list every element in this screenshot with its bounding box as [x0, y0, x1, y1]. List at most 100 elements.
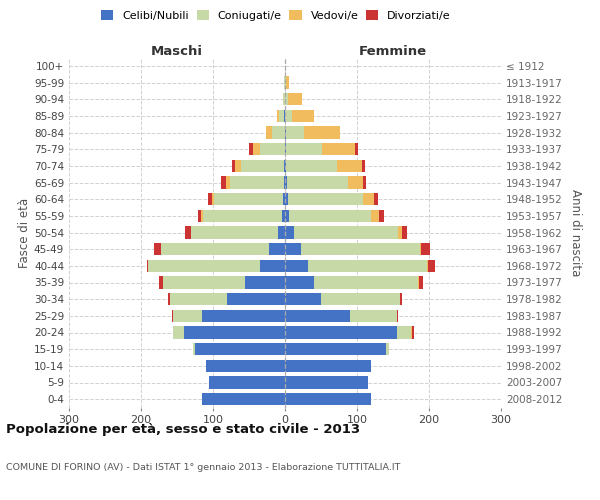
Bar [285, 93, 288, 106]
Text: Popolazione per età, sesso e stato civile - 2013: Popolazione per età, sesso e stato civil… [6, 422, 360, 436]
Bar [245, 276, 285, 289]
Bar [161, 243, 269, 256]
Bar [314, 276, 418, 289]
Bar [363, 176, 367, 189]
Bar [282, 210, 285, 222]
Text: Maschi: Maschi [151, 44, 203, 58]
Y-axis label: Anni di nascita: Anni di nascita [569, 189, 582, 276]
Bar [286, 160, 337, 172]
Bar [185, 226, 191, 239]
Bar [212, 193, 214, 205]
Bar [163, 276, 245, 289]
Bar [337, 160, 362, 172]
Bar [364, 193, 374, 205]
Bar [195, 343, 285, 355]
Text: Femmine: Femmine [359, 44, 427, 58]
Bar [292, 110, 314, 122]
Bar [293, 226, 398, 239]
Bar [269, 243, 285, 256]
Bar [379, 210, 385, 222]
Bar [266, 126, 272, 139]
Y-axis label: Fasce di età: Fasce di età [18, 198, 31, 268]
Bar [371, 210, 379, 222]
Bar [285, 393, 371, 406]
Bar [285, 76, 286, 89]
Bar [285, 143, 286, 156]
Bar [421, 243, 430, 256]
Bar [285, 243, 301, 256]
Bar [232, 160, 235, 172]
Bar [202, 210, 203, 222]
Bar [285, 226, 293, 239]
Bar [401, 226, 407, 239]
Bar [191, 226, 278, 239]
Bar [206, 360, 285, 372]
Bar [284, 76, 285, 89]
Bar [285, 126, 286, 139]
Legend: Celibi/Nubili, Coniugati/e, Vedovi/e, Divorziati/e: Celibi/Nubili, Coniugati/e, Vedovi/e, Di… [97, 6, 455, 25]
Bar [286, 143, 322, 156]
Bar [203, 210, 282, 222]
Bar [278, 110, 284, 122]
Text: COMUNE DI FORINO (AV) - Dati ISTAT 1° gennaio 2013 - Elaborazione TUTTITALIA.IT: COMUNE DI FORINO (AV) - Dati ISTAT 1° ge… [6, 462, 400, 471]
Bar [285, 360, 371, 372]
Bar [286, 126, 304, 139]
Bar [355, 143, 358, 156]
Bar [288, 193, 364, 205]
Bar [184, 326, 285, 339]
Bar [386, 343, 389, 355]
Bar [418, 276, 419, 289]
Bar [193, 343, 195, 355]
Bar [349, 176, 363, 189]
Bar [173, 326, 184, 339]
Bar [172, 310, 173, 322]
Bar [285, 160, 286, 172]
Bar [285, 343, 386, 355]
Bar [285, 276, 314, 289]
Bar [374, 193, 378, 205]
Bar [148, 260, 260, 272]
Bar [209, 376, 285, 389]
Bar [288, 93, 302, 106]
Bar [285, 193, 288, 205]
Bar [227, 293, 285, 306]
Bar [285, 176, 287, 189]
Bar [260, 260, 285, 272]
Bar [284, 110, 285, 122]
Bar [398, 226, 401, 239]
Bar [214, 193, 283, 205]
Bar [284, 160, 285, 172]
Bar [419, 276, 422, 289]
Bar [350, 310, 397, 322]
Bar [285, 376, 368, 389]
Bar [428, 260, 436, 272]
Bar [173, 310, 202, 322]
Bar [230, 176, 284, 189]
Bar [285, 260, 308, 272]
Bar [241, 160, 284, 172]
Bar [147, 260, 148, 272]
Bar [304, 126, 340, 139]
Bar [260, 143, 285, 156]
Bar [154, 243, 161, 256]
Bar [400, 293, 403, 306]
Bar [308, 260, 427, 272]
Bar [322, 143, 355, 156]
Bar [249, 143, 253, 156]
Bar [202, 310, 285, 322]
Bar [283, 193, 285, 205]
Bar [285, 310, 350, 322]
Bar [283, 93, 285, 106]
Bar [286, 76, 289, 89]
Bar [221, 176, 226, 189]
Bar [278, 226, 285, 239]
Bar [159, 276, 163, 289]
Bar [397, 326, 411, 339]
Bar [235, 160, 241, 172]
Bar [285, 110, 292, 122]
Bar [170, 293, 227, 306]
Bar [411, 326, 412, 339]
Bar [208, 193, 212, 205]
Bar [285, 293, 321, 306]
Bar [285, 210, 289, 222]
